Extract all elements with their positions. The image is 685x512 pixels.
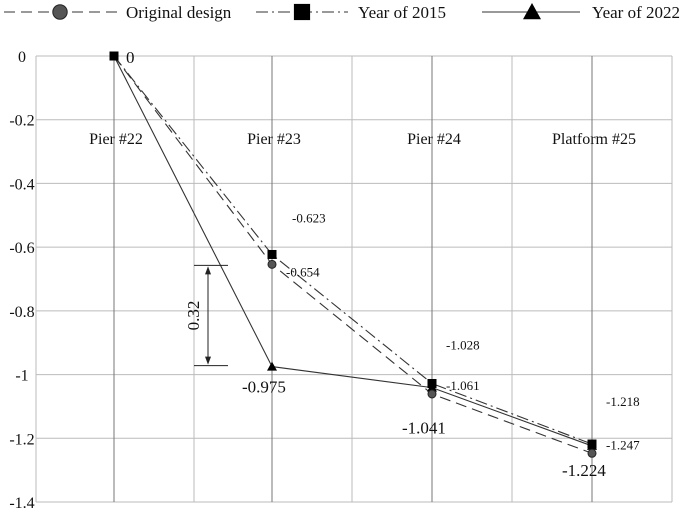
data-label-0-1: -0.654 xyxy=(286,264,320,279)
data-label-1-1: -0.623 xyxy=(292,210,326,225)
series-1-point-1 xyxy=(267,249,277,259)
series-line-0 xyxy=(113,55,593,454)
series-0-point-1 xyxy=(267,259,277,269)
series-line-1 xyxy=(113,55,593,445)
annotation-label: 0.32 xyxy=(184,301,203,331)
data-label-0-2: -1.061 xyxy=(446,378,480,393)
y-tick-label-6: -1.2 xyxy=(9,431,34,448)
category-label-3: Platform #25 xyxy=(552,131,636,148)
legend-label-0: Original design xyxy=(126,3,232,22)
legend-marker-1 xyxy=(293,3,311,21)
data-label-0-3: -1.247 xyxy=(606,437,640,452)
data-label-2-2: -1.041 xyxy=(402,419,446,438)
data-label-2-1: -0.975 xyxy=(242,378,286,397)
series-1-point-3 xyxy=(587,439,597,449)
y-tick-label-1: -0.2 xyxy=(9,113,34,130)
legend-label-2: Year of 2022 xyxy=(592,3,680,22)
data-label-2-3: -1.224 xyxy=(562,461,606,480)
y-tick-label-5: -1 xyxy=(15,368,28,385)
series-0-point-2 xyxy=(427,389,437,399)
series-group xyxy=(109,51,597,458)
series-0-point-3 xyxy=(587,448,597,458)
legend: Original design Year of 2015 Year of 2022 xyxy=(4,3,680,22)
grid xyxy=(35,55,673,503)
y-axis: 0 -0.2 -0.4 -0.6 -0.8 -1 -1.2 -1.4 xyxy=(9,49,34,512)
y-tick-label-3: -0.6 xyxy=(9,240,34,257)
annotation-arrow-down xyxy=(205,356,211,365)
data-label-1-2: -1.028 xyxy=(446,337,480,352)
annotation-arrow-up xyxy=(205,266,211,275)
y-tick-label-2: -0.4 xyxy=(9,176,34,193)
y-tick-label-0: 0 xyxy=(18,49,26,66)
series-line-2 xyxy=(113,55,593,447)
data-label-2-0: 0 xyxy=(126,48,135,67)
data-label-1-3: -1.218 xyxy=(606,394,640,409)
annotation: 0.32 xyxy=(184,264,228,367)
y-tick-label-4: -0.8 xyxy=(9,304,34,321)
series-2-point-1 xyxy=(267,361,277,371)
y-tick-label-7: -1.4 xyxy=(9,495,34,512)
category-label-1: Pier #23 xyxy=(247,131,301,148)
data-labels: -0.654 -1.061 -1.247 -0.623 -1.028 -1.218 0 -0.… xyxy=(126,48,640,480)
category-label-0: Pier #22 xyxy=(89,131,143,148)
series-1-point-2 xyxy=(427,378,437,388)
legend-label-1: Year of 2015 xyxy=(358,3,446,22)
category-labels: Pier #22 Pier #23 Pier #24 Platform #25 xyxy=(89,131,636,148)
series-1-point-0 xyxy=(109,51,119,61)
legend-marker-2 xyxy=(523,3,541,20)
legend-marker-0 xyxy=(52,4,68,20)
category-label-2: Pier #24 xyxy=(407,131,461,148)
